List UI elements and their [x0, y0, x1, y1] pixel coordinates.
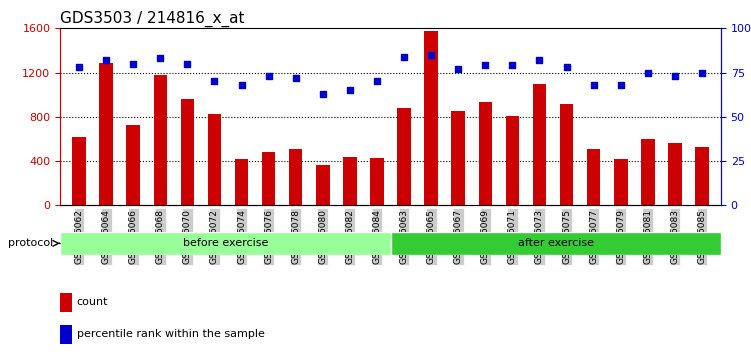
Text: GSM306064: GSM306064 — [101, 209, 110, 264]
Point — [615, 82, 627, 88]
Bar — [695, 147, 709, 205]
Bar — [478, 102, 492, 205]
Text: GSM306083: GSM306083 — [671, 209, 680, 264]
Text: protocol: protocol — [8, 238, 53, 249]
Point — [371, 79, 383, 84]
Bar — [235, 159, 249, 205]
Bar — [451, 111, 465, 205]
Point — [696, 70, 708, 75]
Point — [73, 64, 85, 70]
Text: GSM306068: GSM306068 — [155, 209, 164, 264]
Point — [236, 82, 248, 88]
Point — [263, 73, 275, 79]
Text: GSM306071: GSM306071 — [508, 209, 517, 264]
Text: percentile rank within the sample: percentile rank within the sample — [77, 329, 264, 339]
Bar — [343, 156, 357, 205]
FancyBboxPatch shape — [60, 232, 391, 255]
Text: GSM306072: GSM306072 — [210, 209, 219, 264]
Text: GSM306070: GSM306070 — [183, 209, 192, 264]
Bar — [587, 149, 601, 205]
Text: GSM306069: GSM306069 — [481, 209, 490, 264]
Text: GSM306075: GSM306075 — [562, 209, 571, 264]
Bar — [289, 149, 303, 205]
Text: GSM306077: GSM306077 — [589, 209, 598, 264]
Point — [452, 66, 464, 72]
Text: GSM306073: GSM306073 — [535, 209, 544, 264]
Bar — [153, 75, 167, 205]
Text: GSM306078: GSM306078 — [291, 209, 300, 264]
Bar — [262, 152, 276, 205]
Text: GSM306062: GSM306062 — [74, 209, 83, 264]
Bar — [668, 143, 682, 205]
Bar — [559, 104, 573, 205]
Point — [587, 82, 599, 88]
Text: GSM306076: GSM306076 — [264, 209, 273, 264]
Text: GSM306082: GSM306082 — [345, 209, 354, 264]
Point — [642, 70, 654, 75]
Bar — [316, 166, 330, 205]
Bar — [397, 108, 411, 205]
Bar — [641, 139, 655, 205]
Text: before exercise: before exercise — [182, 238, 268, 249]
Text: GSM306079: GSM306079 — [617, 209, 626, 264]
Text: GSM306063: GSM306063 — [400, 209, 409, 264]
Bar — [208, 114, 222, 205]
Text: GSM306066: GSM306066 — [128, 209, 137, 264]
Point — [100, 57, 112, 63]
Point — [560, 64, 572, 70]
Point — [425, 52, 437, 58]
Bar — [424, 30, 438, 205]
Text: GDS3503 / 214816_x_at: GDS3503 / 214816_x_at — [60, 11, 245, 27]
Point — [398, 54, 410, 59]
Text: after exercise: after exercise — [517, 238, 594, 249]
Bar — [99, 63, 113, 205]
Bar — [370, 158, 384, 205]
Point — [317, 91, 329, 97]
Text: GSM306067: GSM306067 — [454, 209, 463, 264]
Point — [290, 75, 302, 81]
Bar — [60, 293, 72, 312]
Text: GSM306084: GSM306084 — [372, 209, 382, 264]
Point — [533, 57, 545, 63]
Text: count: count — [77, 297, 108, 307]
Point — [127, 61, 139, 67]
Point — [154, 56, 166, 61]
Point — [669, 73, 681, 79]
Bar — [72, 137, 86, 205]
Point — [479, 63, 491, 68]
Bar — [532, 84, 546, 205]
Bar — [126, 125, 140, 205]
Text: GSM306085: GSM306085 — [698, 209, 707, 264]
Text: GSM306065: GSM306065 — [427, 209, 436, 264]
Point — [182, 61, 194, 67]
Text: GSM306081: GSM306081 — [644, 209, 653, 264]
Bar — [614, 159, 628, 205]
FancyBboxPatch shape — [391, 232, 721, 255]
Bar — [505, 116, 519, 205]
Point — [209, 79, 221, 84]
Text: GSM306080: GSM306080 — [318, 209, 327, 264]
Point — [506, 63, 518, 68]
Bar — [60, 325, 72, 344]
Point — [344, 87, 356, 93]
Bar — [180, 99, 195, 205]
Text: GSM306074: GSM306074 — [237, 209, 246, 264]
